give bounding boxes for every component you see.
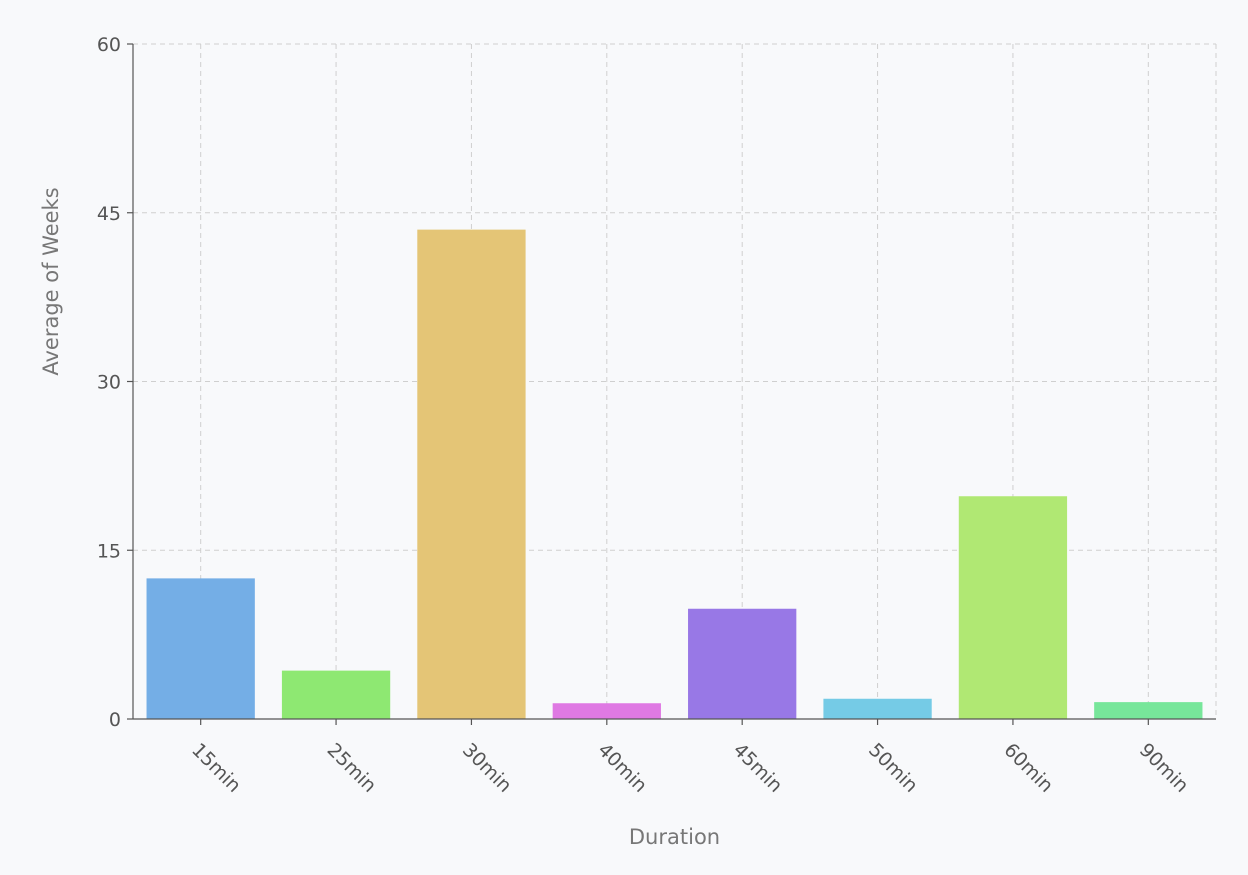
bar-25min xyxy=(281,670,391,719)
bar-45min xyxy=(688,608,797,719)
bar-15min xyxy=(146,578,255,719)
x-axis-title: Duration xyxy=(629,825,720,849)
x-tick-label: 60min xyxy=(999,739,1057,797)
x-tick-label: 90min xyxy=(1135,739,1193,797)
bar-90min xyxy=(1094,702,1203,719)
y-tick-labels: 0 15 30 45 60 xyxy=(97,34,133,731)
x-tick-label: 30min xyxy=(458,739,516,797)
x-tick-label: 45min xyxy=(729,739,787,797)
y-tick-label: 45 xyxy=(97,203,121,225)
bar-60min xyxy=(958,496,1068,719)
y-tick-label: 0 xyxy=(109,709,121,731)
y-tick-label: 15 xyxy=(97,540,121,562)
y-tick-label: 30 xyxy=(97,372,121,394)
bar-50min xyxy=(823,698,932,719)
grid xyxy=(133,43,1217,719)
bar-30min xyxy=(417,229,526,719)
bar-40min xyxy=(552,703,661,719)
y-tick-label: 60 xyxy=(97,34,121,56)
bars xyxy=(146,229,1203,719)
x-tick-label: 15min xyxy=(187,739,245,797)
x-tick-label: 40min xyxy=(593,739,651,797)
y-axis-title: Average of Weeks xyxy=(39,187,63,375)
x-tick-label: 25min xyxy=(323,739,381,797)
x-tick-labels: 15min 25min 30min 40min 45min 50min 60min 90min xyxy=(187,719,1193,797)
x-tick-label: 50min xyxy=(864,739,922,797)
